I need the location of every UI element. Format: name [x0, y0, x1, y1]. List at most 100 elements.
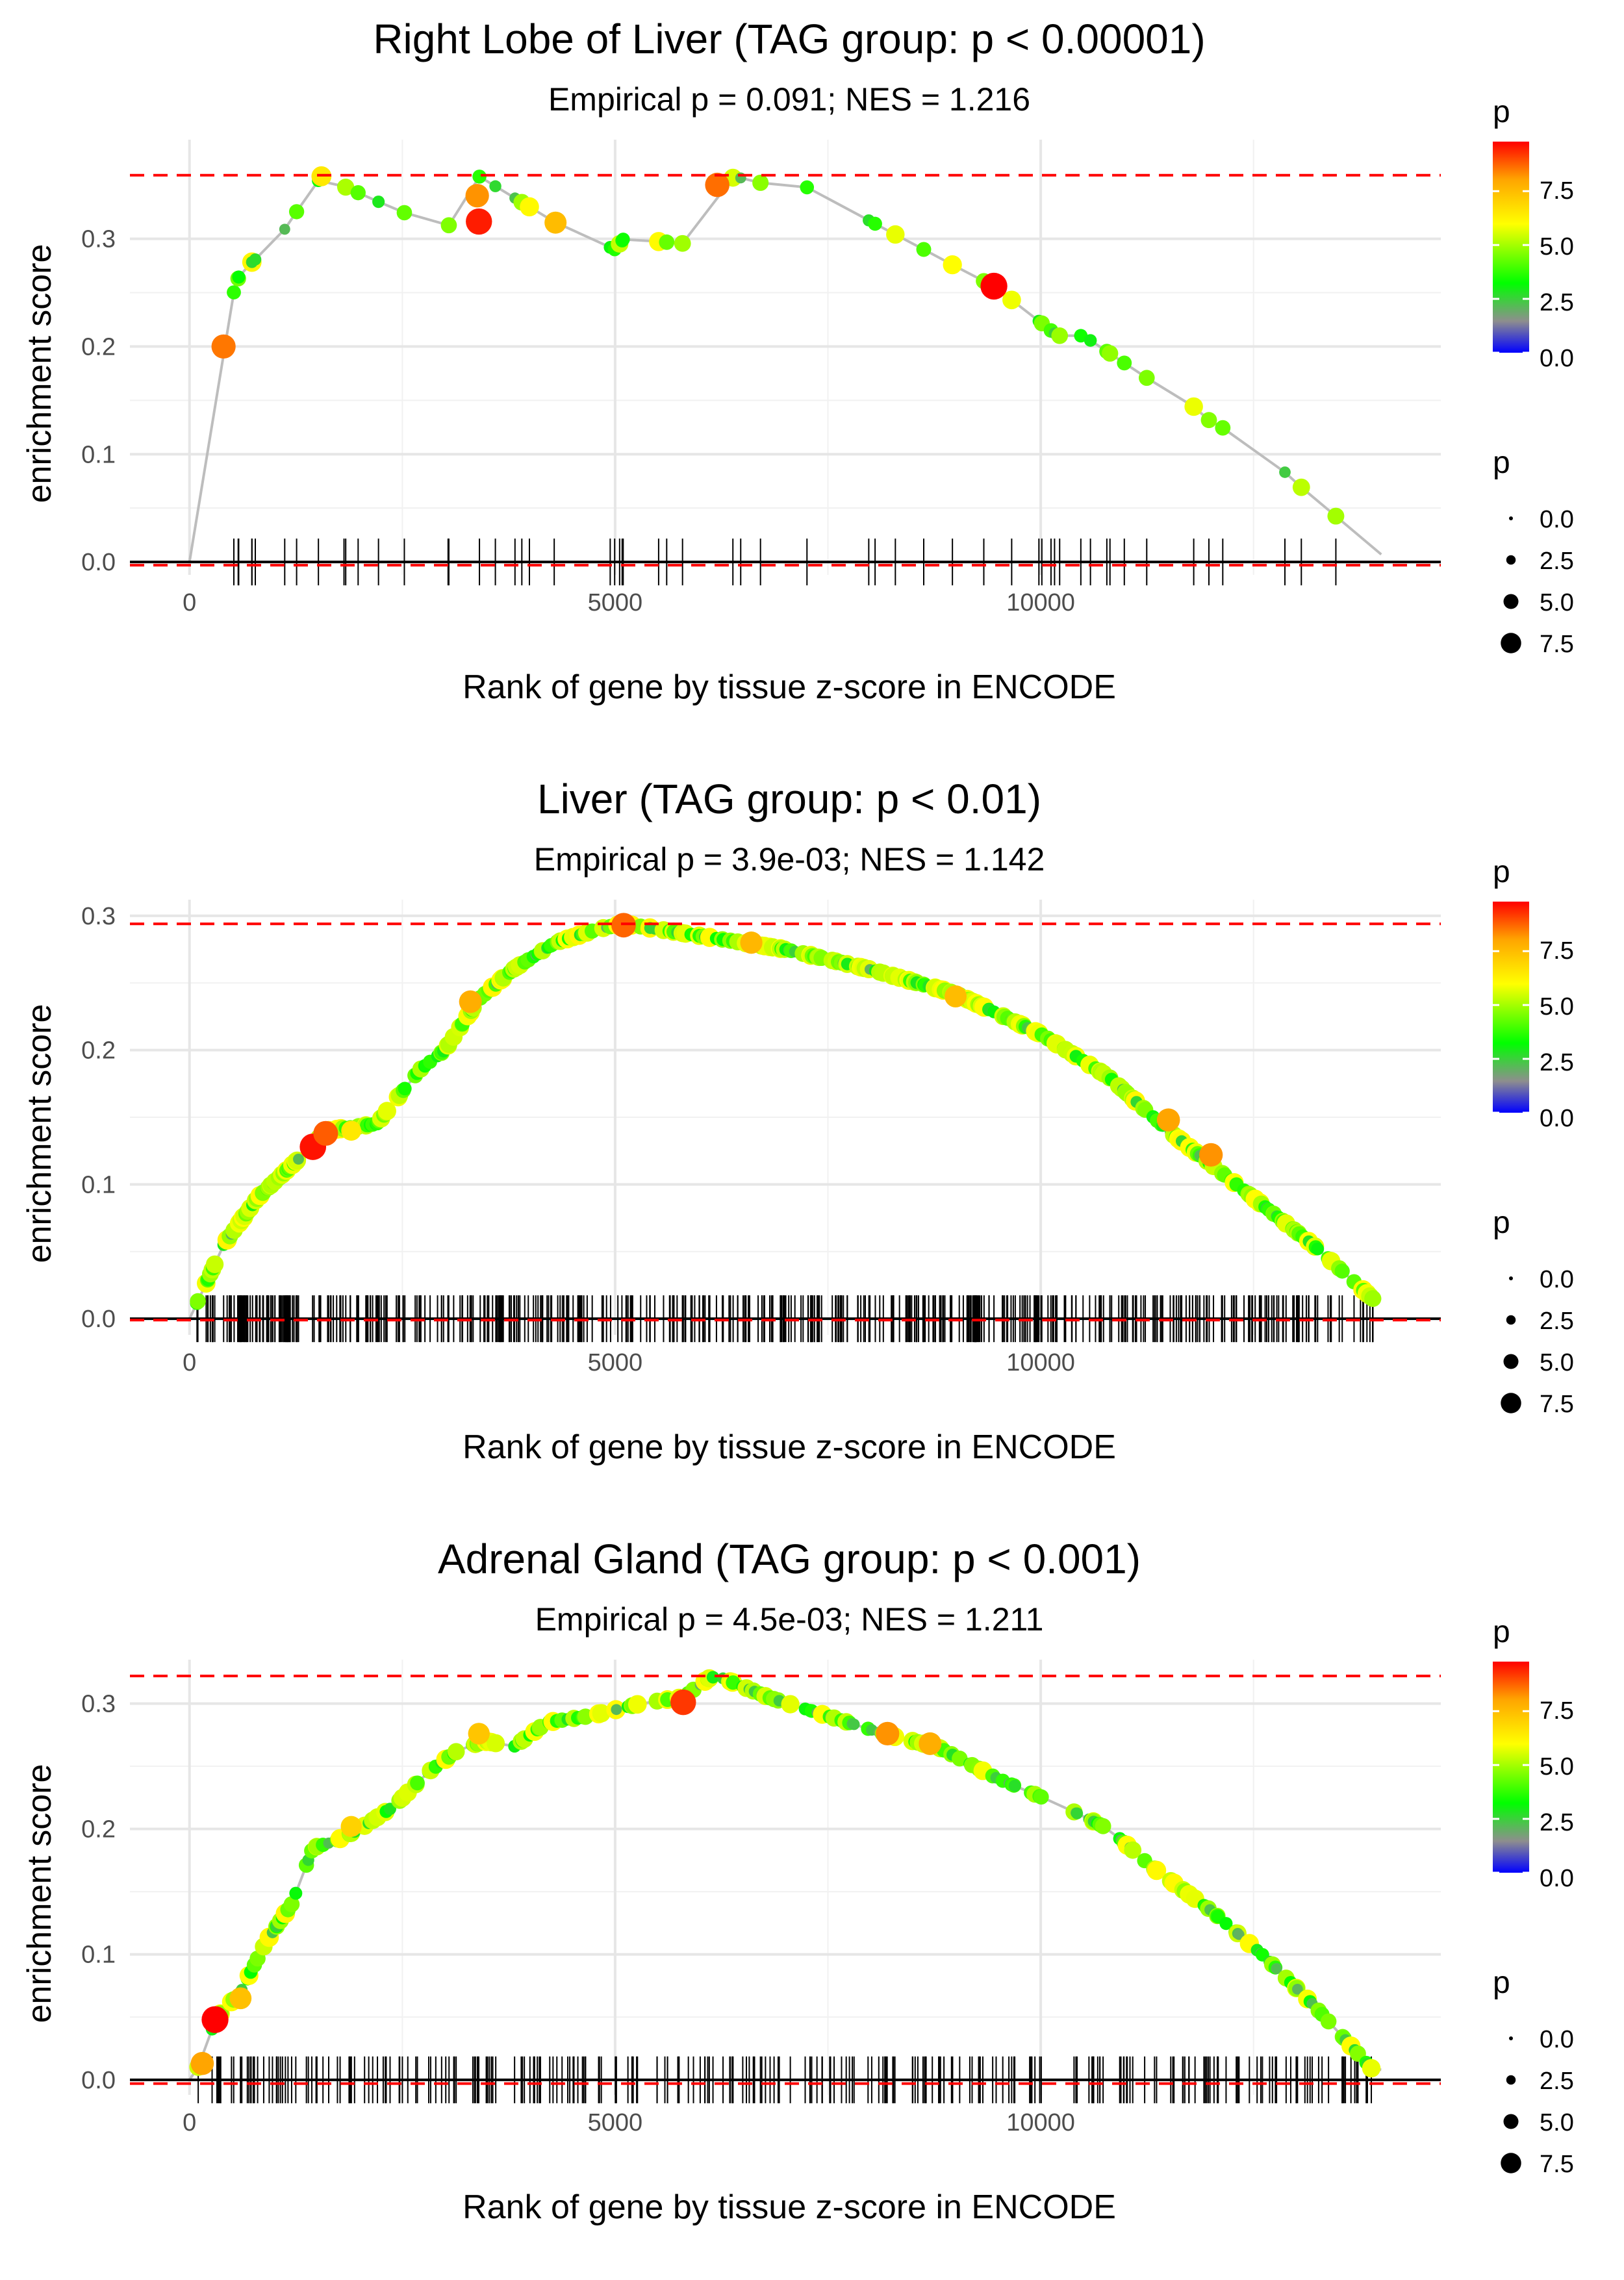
x-tick-label: 0 [183, 2109, 196, 2136]
chart-title: Adrenal Gland (TAG group: p < 0.001) [438, 1536, 1141, 1582]
size-legend-label: 5.0 [1540, 589, 1574, 616]
gene-point [1364, 1290, 1382, 1308]
y-tick-label: 0.0 [81, 549, 116, 576]
color-legend-label: 0.0 [1540, 1105, 1574, 1132]
size-legend-title: p [1493, 1206, 1510, 1240]
gene-point [289, 1886, 303, 1900]
color-legend-label: 2.5 [1540, 1809, 1574, 1836]
size-legend-dot [1503, 2114, 1519, 2129]
color-legend-label: 5.0 [1540, 233, 1574, 260]
gene-point [1071, 1807, 1084, 1819]
gene-point [916, 242, 932, 257]
gene-point [1311, 1242, 1325, 1256]
gene-point [377, 1102, 396, 1121]
gene-point [1215, 420, 1231, 436]
chart-title: Right Lobe of Liver (TAG group: p < 0.00… [373, 16, 1205, 62]
size-legend-label: 0.0 [1540, 506, 1574, 533]
gene-point [293, 1153, 304, 1165]
size-legend-label: 5.0 [1540, 2109, 1574, 2136]
color-legend-title: p [1493, 95, 1510, 129]
x-tick-label: 10000 [1006, 589, 1075, 616]
gene-point [487, 1734, 505, 1753]
size-legend-dot [1501, 1393, 1521, 1413]
gene-point [1051, 327, 1069, 344]
size-legend-dot [1503, 594, 1519, 609]
y-axis-label: enrichment score [21, 1764, 58, 2023]
gene-point [396, 205, 412, 221]
gene-point [520, 197, 539, 217]
highlight-point [705, 172, 730, 197]
size-legend-dot [1501, 2153, 1521, 2173]
gene-point [205, 1255, 224, 1273]
gene-point [1102, 345, 1119, 362]
gene-point [1291, 1983, 1303, 1995]
highlight-point [468, 1723, 490, 1745]
gene-point [848, 1718, 860, 1730]
highlight-point [466, 208, 492, 235]
gene-point [1362, 2058, 1381, 2078]
size-legend-dot [1509, 1276, 1513, 1280]
gene-point [1034, 1789, 1049, 1805]
chart-subtitle: Empirical p = 0.091; NES = 1.216 [548, 81, 1030, 118]
highlight-point [945, 985, 967, 1007]
colorbar [1493, 1662, 1529, 1873]
gene-point [232, 270, 246, 284]
gene-point [616, 233, 630, 246]
gene-point [628, 1695, 647, 1714]
chart-svg-2: 0.0 0.1 0.2 0.3 0 5000 10000 Liver (TAG group:… [21, 776, 1574, 1466]
gene-point [1279, 466, 1291, 478]
gene-point [227, 285, 241, 299]
x-tick-label: 0 [183, 1349, 196, 1376]
gene-point [398, 1082, 412, 1096]
y-tick-label: 0.1 [81, 441, 116, 468]
plot-layer: 0.0 0.1 0.2 0.3 0 5000 10000 [81, 1660, 1441, 2136]
highlight-point [876, 1721, 900, 1746]
highlight-point [190, 2051, 214, 2075]
gene-point [1271, 1963, 1282, 1975]
gene-point [383, 1803, 396, 1816]
gene-point [279, 223, 290, 235]
color-legend-title: p [1493, 855, 1510, 889]
gene-point [1084, 334, 1097, 347]
highlight-point [459, 990, 482, 1013]
gene-point [800, 180, 815, 195]
y-tick-label: 0.0 [81, 1306, 116, 1333]
y-tick-label: 0.2 [81, 1816, 116, 1843]
x-tick-label: 10000 [1006, 2109, 1075, 2136]
color-legend-label: 2.5 [1540, 289, 1574, 316]
size-legend-title: p [1493, 446, 1510, 480]
size-legend-label: 7.5 [1540, 631, 1574, 658]
highlight-point [313, 1121, 338, 1146]
gene-point [752, 174, 769, 191]
x-tick-label: 5000 [588, 2109, 643, 2136]
color-legend-label: 5.0 [1540, 993, 1574, 1020]
color-legend-label: 7.5 [1540, 1697, 1574, 1725]
y-tick-label: 0.1 [81, 1171, 116, 1198]
colorbar [1493, 142, 1529, 353]
size-legend-label: 0.0 [1540, 1266, 1574, 1293]
size-legend-dot [1503, 1354, 1519, 1369]
gene-point [781, 1695, 800, 1714]
gene-point [1124, 1841, 1142, 1859]
size-legend-dot [1501, 633, 1521, 653]
y-tick-label: 0.3 [81, 1691, 116, 1718]
chart-svg-3: 0.0 0.1 0.2 0.3 0 5000 10000 Adrenal Gland (TA… [21, 1536, 1574, 2226]
x-axis-label: Rank of gene by tissue z-score in ENCODE [463, 2188, 1116, 2226]
gene-point [868, 216, 882, 231]
gene-point [659, 234, 675, 250]
plot-layer: 0.0 0.1 0.2 0.3 0 5000 10000 [81, 140, 1441, 616]
highlight-point [670, 1689, 696, 1716]
gene-point [1074, 329, 1088, 343]
x-axis-label: Rank of gene by tissue z-score in ENCODE [463, 668, 1116, 706]
size-legend-dot [1509, 516, 1513, 520]
size-legend-label: 0.0 [1540, 2026, 1574, 2053]
highlight-point [980, 272, 1008, 300]
gene-point [1002, 290, 1021, 310]
enrichment-curve [188, 175, 1382, 563]
chart-panel-2: 0.0 0.1 0.2 0.3 0 5000 10000 Liver (TAG group:… [0, 760, 1624, 1520]
highlight-point [229, 1987, 252, 2010]
size-legend-label: 2.5 [1540, 1308, 1574, 1335]
gene-point [440, 217, 457, 234]
gene-point [283, 1896, 300, 1912]
gene-point [337, 178, 355, 196]
